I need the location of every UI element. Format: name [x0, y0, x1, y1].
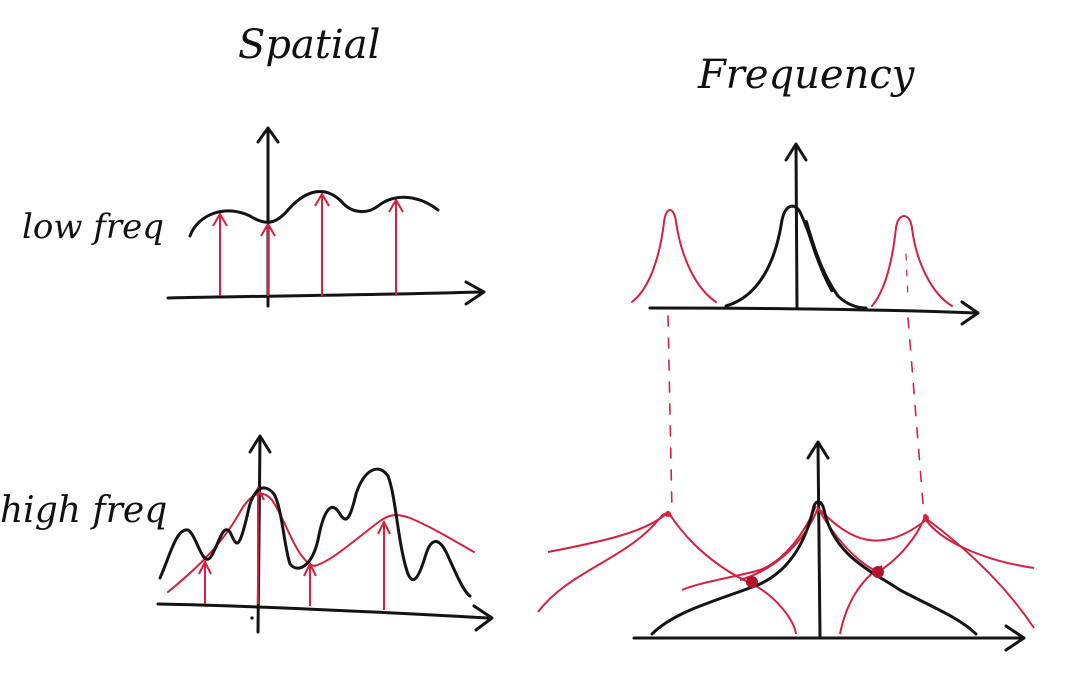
row-label-low: low freq	[22, 207, 164, 247]
guide-dashed-right	[907, 317, 925, 517]
frequency-high-y-arrow	[806, 440, 830, 460]
frequency-low-y-arrow	[784, 142, 808, 162]
frequency-low-x-axis	[648, 306, 978, 315]
frequency-low-x-arrow	[960, 300, 980, 326]
spatial-low-plot	[166, 126, 486, 308]
replica-spectrum	[739, 505, 927, 581]
frequency-low-y-axis	[794, 144, 799, 310]
replica-spectrum-right	[871, 215, 953, 307]
spatial-high-aliased-signal	[167, 492, 475, 593]
spatial-low-x-arrow	[464, 280, 486, 306]
spatial-high-samples	[198, 485, 391, 610]
base-spectrum-shading	[804, 220, 834, 292]
sample-stem	[212, 212, 228, 296]
frequency-high-x-arrow	[1004, 624, 1026, 652]
row-label-high: high freq	[0, 490, 167, 531]
spatial-low-y-arrow	[256, 126, 280, 144]
replica-spectrum	[681, 505, 817, 591]
replica-spectrum	[537, 512, 673, 613]
spatial-high-x-arrow	[472, 604, 494, 632]
spatial-low-signal	[188, 190, 440, 238]
replica-spectrum-left	[631, 209, 717, 303]
sample-stem	[198, 559, 212, 604]
guide-dashed-center	[905, 253, 909, 301]
sample-stem	[314, 192, 330, 296]
sample-stem	[260, 222, 276, 296]
alias-intersection-dot	[746, 576, 758, 588]
spatial-low-x-axis	[166, 290, 482, 300]
spatial-high-x-axis	[156, 602, 490, 620]
spatial-high-signal	[158, 467, 472, 598]
replica-peak-dot	[923, 515, 929, 521]
spatial-high-y-arrow	[248, 434, 272, 454]
replica-spectrum	[927, 519, 1035, 629]
frequency-high-plot	[537, 440, 1035, 652]
sample-stem	[377, 519, 391, 610]
sample-stem	[388, 198, 404, 296]
frequency-high-y-axis	[816, 442, 822, 638]
replica-spectrum	[547, 510, 797, 635]
guide-dashed-left	[667, 315, 673, 513]
sample-stem	[251, 485, 265, 604]
spatial-low-samples	[212, 192, 404, 296]
sample-stem	[303, 561, 317, 606]
frequency-title: Frequency	[697, 52, 916, 98]
alias-intersection-dot	[872, 566, 884, 578]
frequency-high-replicas	[537, 505, 1035, 635]
spatial-title: Spatial	[238, 22, 380, 68]
base-spectrum	[724, 204, 868, 310]
frequency-high-base-spectrum	[650, 500, 978, 636]
replica-peak-dot	[665, 511, 671, 517]
frequency-low-plot	[631, 142, 980, 517]
origin-tick	[250, 616, 254, 620]
spatial-high-plot	[156, 434, 494, 634]
